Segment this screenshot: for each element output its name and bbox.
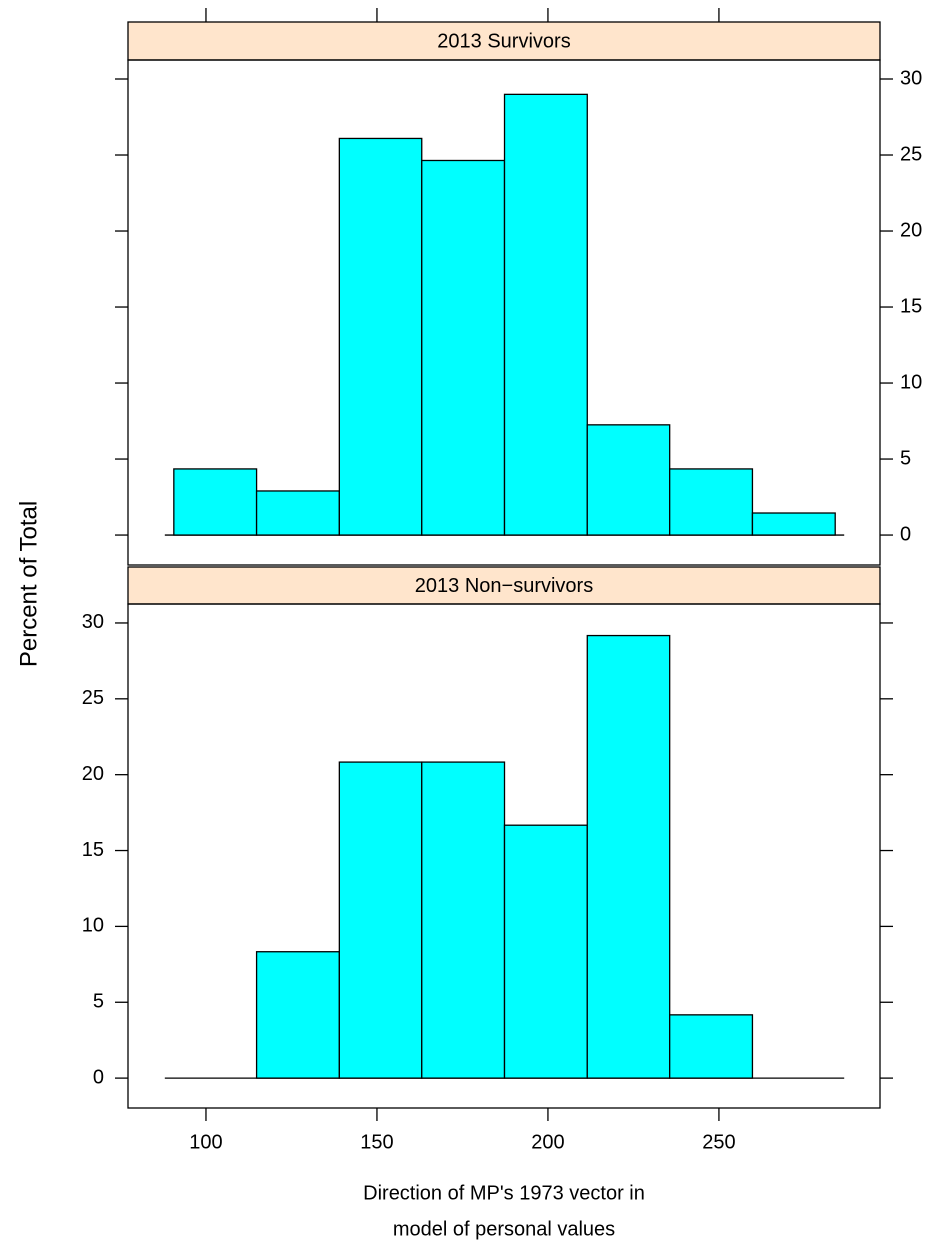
y-tick-label: 30 xyxy=(82,611,104,633)
y-axis-label: Percent of Total xyxy=(15,501,42,667)
x-axis-label: model of personal values xyxy=(393,1218,615,1240)
y-tick-label: 5 xyxy=(900,447,911,469)
y-tick-label: 0 xyxy=(93,1066,104,1088)
panel-title: 2013 Non−survivors xyxy=(415,575,593,597)
panel-frame xyxy=(127,59,881,566)
bar xyxy=(669,1014,754,1079)
y-tick-label: 30 xyxy=(900,67,922,89)
y-tick-label: 10 xyxy=(82,915,104,937)
strip xyxy=(127,566,881,605)
x-tick-label: 150 xyxy=(360,1131,393,1153)
y-tick-label: 25 xyxy=(900,143,922,165)
y-tick-label: 10 xyxy=(900,371,922,393)
bar xyxy=(421,159,506,536)
x-tick-label: 250 xyxy=(702,1131,735,1153)
bar xyxy=(255,951,340,1079)
bar xyxy=(669,468,754,536)
bar xyxy=(338,137,423,536)
x-tick-label: 100 xyxy=(189,1131,222,1153)
bar xyxy=(338,761,423,1079)
bar xyxy=(586,424,671,536)
bar xyxy=(173,468,258,536)
panel-title: 2013 Survivors xyxy=(437,30,570,52)
bar xyxy=(255,490,340,536)
y-tick-label: 15 xyxy=(82,839,104,861)
strip xyxy=(127,21,881,61)
x-axis-label: Direction of MP's 1973 vector in xyxy=(363,1182,645,1204)
panel-frame xyxy=(127,603,881,1109)
x-tick-label: 200 xyxy=(531,1131,564,1153)
y-tick-label: 0 xyxy=(900,523,911,545)
y-tick-label: 20 xyxy=(82,763,104,785)
bar xyxy=(751,512,836,536)
bar xyxy=(421,761,506,1079)
y-tick-label: 20 xyxy=(900,219,922,241)
bar xyxy=(586,634,671,1079)
bar xyxy=(503,93,588,536)
y-tick-label: 25 xyxy=(82,687,104,709)
bar xyxy=(503,824,588,1079)
y-tick-label: 15 xyxy=(900,295,922,317)
y-tick-label: 5 xyxy=(93,991,104,1013)
